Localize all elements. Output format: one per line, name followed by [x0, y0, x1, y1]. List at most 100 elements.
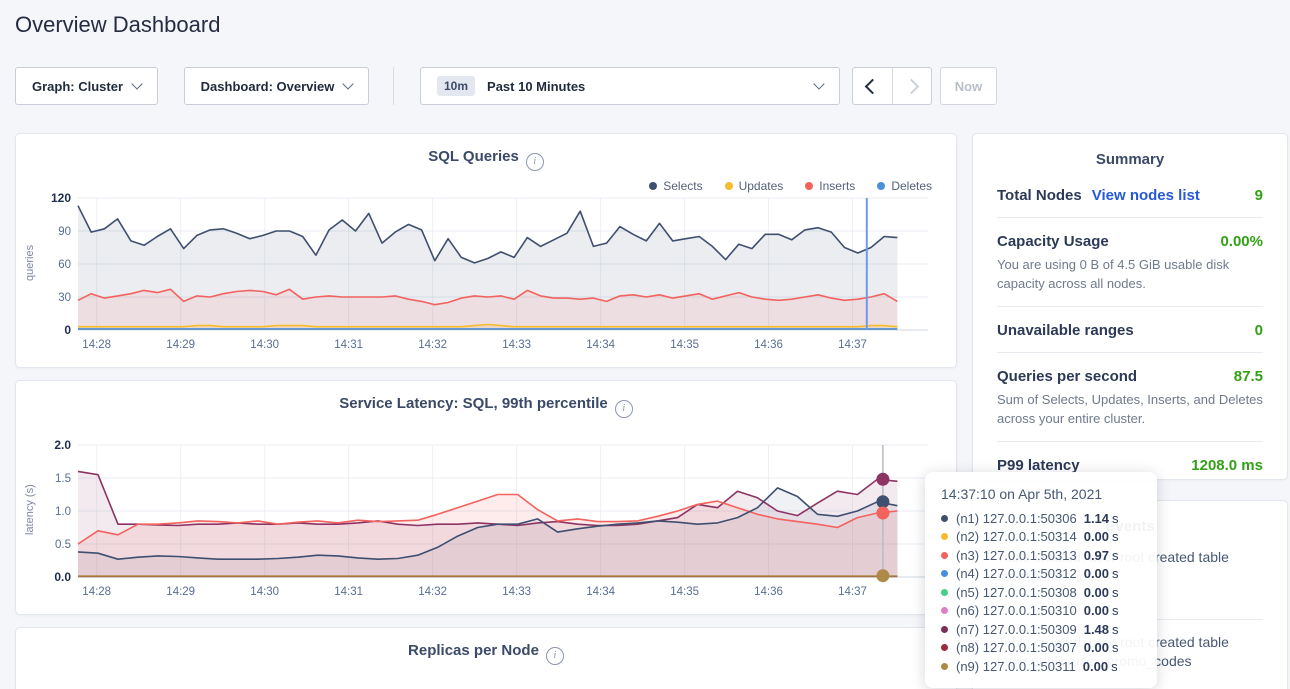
x-tick-label: 14:35	[670, 586, 699, 598]
time-range-dropdown[interactable]: 10m Past 10 Minutes	[420, 67, 840, 105]
x-tick-label: 14:32	[418, 339, 447, 351]
node-address: (n3) 127.0.0.1:50313	[956, 547, 1077, 563]
legend-color-dot	[649, 182, 658, 190]
summary-row-capacity: Capacity Usage 0.00%	[997, 217, 1263, 263]
sql-queries-card: SQL Queries i Selects Updates Inserts Delete…	[15, 133, 957, 368]
prev-time-button[interactable]	[853, 68, 892, 104]
y-tick-label: 1.0	[55, 506, 71, 518]
node-latency-value: 0.00	[1083, 566, 1110, 582]
y-tick-label: 120	[51, 191, 71, 205]
tooltip-node-row: (n6) 127.0.0.1:50310 0.00 s	[941, 602, 1141, 621]
info-icon[interactable]: i	[614, 400, 633, 418]
node-latency-value: 0.00	[1083, 603, 1110, 619]
button-divider	[891, 68, 893, 104]
x-tick-label: 14:35	[670, 339, 699, 351]
y-tick-label: 2.0	[54, 438, 71, 452]
summary-label: Unavailable ranges	[997, 322, 1134, 339]
x-tick-label: 14:30	[250, 339, 279, 351]
y-tick-label: 1.5	[55, 473, 71, 485]
toolbar-divider	[393, 67, 394, 105]
legend-item-selects[interactable]: Selects	[649, 179, 703, 193]
hover-dot	[876, 569, 890, 583]
chart-title: Replicas per Node i	[16, 642, 956, 665]
node-color-dot	[941, 570, 948, 578]
summary-value: 0.00%	[1220, 233, 1263, 250]
chart-title-text: Replicas per Node	[408, 642, 539, 659]
dashboard-dropdown[interactable]: Dashboard: Overview	[184, 67, 369, 105]
chevron-right-icon	[903, 78, 920, 94]
node-latency-value: 0.97	[1083, 547, 1110, 563]
summary-panel: Summary Total Nodes View nodes list 9 Ca…	[972, 133, 1288, 480]
node-address: (n9) 127.0.0.1:50311	[956, 658, 1076, 674]
x-tick-label: 14:36	[754, 339, 783, 351]
service-latency-chart[interactable]: 14:28 14:29 14:30 14:31 14:32 14:33 14:34 14:35…	[32, 437, 942, 607]
tooltip-timestamp: 14:37:10 on Apr 5th, 2021	[941, 486, 1103, 502]
page-title: Overview Dashboard	[15, 12, 221, 37]
node-color-dot	[941, 625, 948, 633]
summary-label: Total Nodes	[997, 187, 1082, 204]
x-tick-label: 14:34	[586, 586, 615, 598]
latency-unit: s	[1112, 640, 1119, 656]
summary-title: Summary	[1095, 151, 1165, 168]
node-address: (n8) 127.0.0.1:50307	[956, 640, 1077, 656]
node-latency-value: 1.48	[1083, 621, 1110, 637]
summary-description: Sum of Selects, Updates, Inserts, and De…	[997, 392, 1263, 426]
chevron-left-icon	[864, 78, 881, 94]
hover-dot	[876, 506, 890, 520]
x-tick-label: 14:29	[166, 586, 195, 598]
legend-item-deletes[interactable]: Deletes	[877, 179, 932, 193]
series-line-Inserts	[77, 288, 898, 306]
graph-dropdown-label: Graph: Cluster	[31, 78, 123, 94]
tooltip-node-row: (n8) 127.0.0.1:50307 0.00 s	[941, 639, 1141, 658]
hover-dot	[876, 472, 890, 486]
x-tick-label: 14:37	[838, 586, 867, 598]
node-address: (n6) 127.0.0.1:50310	[956, 603, 1077, 619]
y-tick-label: 60	[58, 259, 71, 271]
chevron-down-icon	[342, 78, 354, 90]
series-area-Inserts	[78, 289, 898, 330]
summary-label: Capacity Usage	[997, 233, 1109, 250]
legend-label: Inserts	[819, 179, 856, 193]
tooltip-node-row: (n5) 127.0.0.1:50308 0.00 s	[941, 583, 1141, 602]
summary-value: 9	[1254, 187, 1263, 204]
node-latency-value: 0.00	[1083, 584, 1110, 600]
latency-unit: s	[1112, 510, 1119, 526]
legend-color-dot	[877, 182, 886, 190]
hover-dot	[876, 495, 890, 509]
node-latency-value: 0.00	[1083, 529, 1110, 545]
node-color-dot	[941, 551, 948, 559]
summary-value: 0	[1254, 322, 1263, 339]
summary-value: 87.5	[1233, 368, 1263, 385]
chevron-down-icon	[131, 78, 143, 90]
next-time-button[interactable]	[892, 68, 931, 104]
tooltip-node-row: (n3) 127.0.0.1:50313 0.97 s	[941, 546, 1141, 565]
node-color-dot	[941, 514, 948, 522]
x-tick-label: 14:28	[82, 339, 111, 351]
node-latency-value: 0.00	[1083, 640, 1110, 656]
summary-label: P99 latency	[997, 457, 1080, 474]
x-tick-label: 14:33	[502, 339, 531, 351]
x-tick-label: 14:34	[586, 339, 615, 351]
series-line-Updates	[78, 323, 898, 328]
chart-title-text: Service Latency: SQL, 99th percentile	[339, 395, 608, 412]
graph-dropdown[interactable]: Graph: Cluster	[15, 67, 158, 105]
summary-row-p99: P99 latency 1208.0 ms	[997, 441, 1263, 487]
y-tick-label: 30	[58, 292, 71, 304]
info-icon[interactable]: i	[525, 153, 544, 171]
legend-color-dot	[805, 182, 814, 190]
legend-item-updates[interactable]: Updates	[724, 179, 783, 193]
view-nodes-list-link[interactable]: View nodes list	[1091, 187, 1200, 204]
y-tick-label: 0.0	[54, 570, 71, 584]
legend-item-inserts[interactable]: Inserts	[805, 179, 855, 193]
now-button[interactable]: Now	[940, 67, 997, 105]
info-icon[interactable]: i	[545, 647, 564, 665]
series-line-(n7) 127.0.0.1:50309	[77, 470, 898, 527]
latency-unit: s	[1112, 603, 1119, 619]
dashboard-dropdown-label: Dashboard: Overview	[200, 78, 335, 94]
sql-queries-chart[interactable]: 14:28 14:29 14:30 14:31 14:32 14:33 14:34 14:35…	[32, 190, 942, 360]
node-address: (n4) 127.0.0.1:50312	[956, 566, 1077, 582]
y-tick-label: 90	[58, 226, 71, 238]
tooltip-node-row: (n7) 127.0.0.1:50309 1.48 s	[941, 620, 1141, 639]
legend-label: Selects	[663, 179, 703, 193]
